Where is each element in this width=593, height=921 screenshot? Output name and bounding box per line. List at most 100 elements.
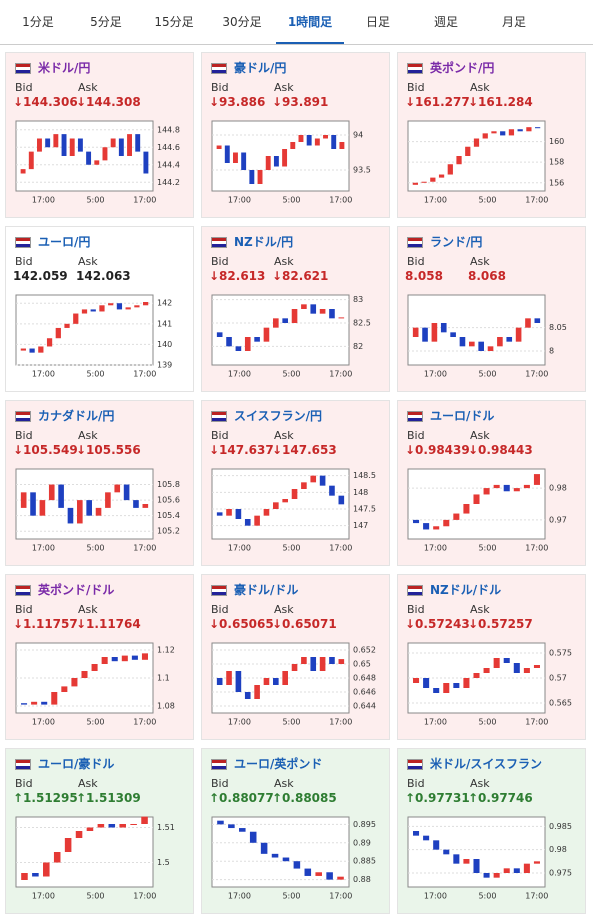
ask-value: ↑0.97746 bbox=[468, 791, 533, 805]
x-tick-label: 17:00 bbox=[32, 370, 55, 379]
x-tick-label: 17:00 bbox=[133, 718, 156, 727]
y-tick-label: 144.2 bbox=[157, 178, 180, 187]
candle bbox=[38, 346, 44, 353]
candle bbox=[443, 519, 450, 527]
candle bbox=[226, 337, 232, 347]
mini-chart: 0.98 0.97 17:00 5:00 17:00 bbox=[407, 468, 567, 553]
y-tick-label: 0.644 bbox=[353, 702, 376, 711]
candle bbox=[31, 701, 38, 705]
x-tick-label: 17:00 bbox=[424, 370, 447, 379]
candle bbox=[134, 305, 140, 308]
tab[interactable]: 週足 bbox=[433, 15, 458, 29]
flag-icon bbox=[211, 759, 227, 770]
pair-link[interactable]: ランド/円 bbox=[430, 235, 483, 249]
rate-panel: 英ポンド/円 Bid Ask ↓161.277 ↓161.284 160 158 156 17:… bbox=[397, 52, 586, 218]
tab[interactable]: 5分足 bbox=[90, 15, 122, 29]
rate-panel: NZドル/ドル Bid Ask ↓0.57243 ↓0.57257 0.575 0.57 0.… bbox=[397, 574, 586, 740]
tab[interactable]: 日足 bbox=[365, 15, 390, 29]
ask-value: ↓161.284 bbox=[468, 95, 533, 109]
pair-link[interactable]: ユーロ/ドル bbox=[430, 409, 495, 423]
tab-bar: 1分足 5分足 15分足 30分足 1時間足 日足 週足 月足 bbox=[0, 0, 593, 45]
x-tick-label: 17:00 bbox=[329, 196, 352, 205]
tab[interactable]: 15分足 bbox=[154, 15, 194, 29]
candle bbox=[244, 519, 251, 526]
pair-link[interactable]: ユーロ/豪ドル bbox=[38, 757, 115, 771]
candle bbox=[443, 683, 450, 693]
ask-value: ↓0.57257 bbox=[468, 617, 533, 631]
x-tick-label: 5:00 bbox=[478, 370, 496, 379]
ask-label: Ask bbox=[78, 255, 98, 268]
candle bbox=[216, 145, 222, 149]
candle bbox=[430, 177, 436, 182]
candle bbox=[291, 664, 298, 671]
pair-link[interactable]: ユーロ/英ポンド bbox=[234, 757, 323, 771]
x-tick-label: 17:00 bbox=[424, 544, 447, 553]
candle bbox=[533, 861, 540, 864]
pair-link[interactable]: 米ドル/スイスフラン bbox=[430, 757, 543, 771]
candle bbox=[46, 338, 53, 347]
x-tick-label: 17:00 bbox=[228, 370, 251, 379]
candle bbox=[224, 145, 230, 163]
candle bbox=[81, 671, 88, 678]
bid-value: 142.059 bbox=[13, 269, 68, 283]
candle bbox=[75, 831, 83, 838]
pair-link[interactable]: 米ドル/円 bbox=[38, 61, 91, 75]
candle bbox=[310, 657, 317, 671]
ask-value: ↓0.65071 bbox=[272, 617, 337, 631]
flag-icon bbox=[407, 237, 423, 248]
candle bbox=[111, 657, 118, 662]
pair-link[interactable]: スイスフラン/円 bbox=[234, 409, 323, 423]
rate-panel: 豪ドル/ドル Bid Ask ↓0.65065 ↓0.65071 0.652 0.65 0.6… bbox=[201, 574, 390, 740]
candle bbox=[533, 665, 540, 668]
tab[interactable]: 1分足 bbox=[22, 15, 54, 29]
tab[interactable]: 1時間足 bbox=[276, 0, 344, 44]
x-tick-label: 5:00 bbox=[282, 370, 300, 379]
y-tick-label: 0.652 bbox=[353, 646, 376, 655]
y-tick-label: 0.575 bbox=[549, 649, 572, 658]
pair-link[interactable]: NZドル/ドル bbox=[430, 583, 502, 597]
candle bbox=[43, 862, 50, 877]
y-tick-label: 8 bbox=[549, 347, 554, 356]
candle bbox=[526, 127, 532, 132]
tab[interactable]: 月足 bbox=[501, 15, 526, 29]
pair-link[interactable]: ユーロ/円 bbox=[38, 235, 91, 249]
flag-icon bbox=[211, 585, 227, 596]
x-tick-label: 17:00 bbox=[228, 892, 251, 901]
ask-value: ↓0.98443 bbox=[468, 443, 533, 457]
pair-link[interactable]: 豪ドル/ドル bbox=[234, 583, 299, 597]
bid-value: ↓0.98439 bbox=[405, 443, 470, 457]
y-tick-label: 82 bbox=[353, 342, 363, 351]
x-tick-label: 17:00 bbox=[525, 892, 548, 901]
candle bbox=[216, 678, 223, 685]
rate-panel: ランド/円 Bid Ask 8.058 8.068 8.05 8 17:00 5:00 17:00 bbox=[397, 226, 586, 392]
candle bbox=[37, 138, 42, 152]
y-tick-label: 1.51 bbox=[157, 823, 175, 832]
candle bbox=[73, 313, 79, 324]
y-tick-label: 144.6 bbox=[157, 143, 180, 152]
candle bbox=[39, 500, 46, 516]
bid-label: Bid bbox=[211, 429, 229, 442]
x-tick-label: 17:00 bbox=[228, 196, 251, 205]
y-tick-label: 0.985 bbox=[549, 822, 572, 831]
candle bbox=[226, 671, 232, 685]
candle bbox=[235, 346, 242, 351]
candle bbox=[310, 304, 317, 314]
pair-link[interactable]: 英ポンド/円 bbox=[430, 61, 495, 75]
tab[interactable]: 30分足 bbox=[222, 15, 262, 29]
candle bbox=[86, 827, 94, 831]
candle bbox=[86, 500, 92, 516]
candle bbox=[216, 332, 223, 337]
candle bbox=[506, 337, 513, 342]
x-tick-label: 17:00 bbox=[525, 718, 548, 727]
candle bbox=[143, 151, 149, 174]
bid-value: ↓0.57243 bbox=[405, 617, 470, 631]
x-tick-label: 17:00 bbox=[228, 544, 251, 553]
pair-link[interactable]: 豪ドル/円 bbox=[234, 61, 287, 75]
pair-link[interactable]: 英ポンド/ドル bbox=[38, 583, 115, 597]
pair-link[interactable]: カナダドル/円 bbox=[38, 409, 115, 423]
pair-link[interactable]: NZドル/円 bbox=[234, 235, 294, 249]
bid-label: Bid bbox=[211, 603, 229, 616]
x-tick-label: 17:00 bbox=[329, 370, 352, 379]
chart-frame bbox=[15, 120, 154, 192]
